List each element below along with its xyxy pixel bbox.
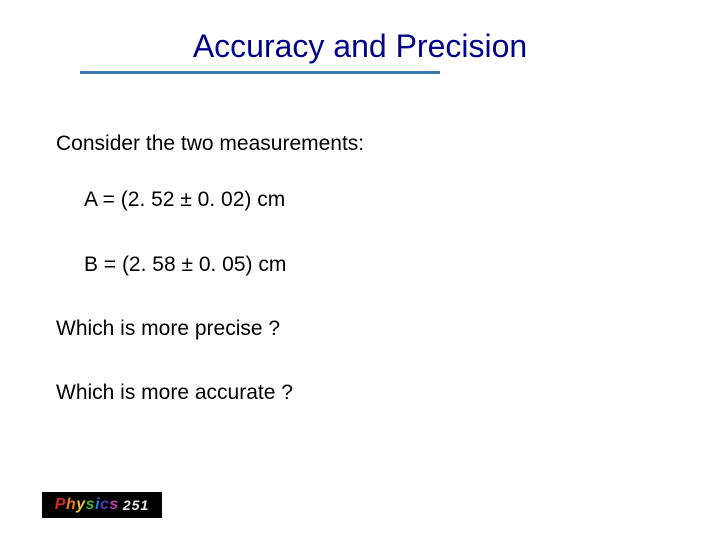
logo-letter: h	[66, 496, 76, 514]
title-underline	[80, 71, 440, 74]
slide-body: Consider the two measurements: A = (2. 5…	[56, 130, 664, 408]
logo-number: 251	[123, 497, 149, 513]
logo-word: Physics	[55, 496, 119, 514]
logo-letter: P	[55, 496, 66, 514]
logo-letter: s	[86, 496, 95, 514]
question-accurate: Which is more accurate ?	[56, 379, 664, 407]
logo-letter: c	[100, 496, 109, 514]
measurement-b: B = (2. 58 ± 0. 05) cm	[84, 251, 664, 279]
logo-letter: s	[109, 496, 118, 514]
slide: Accuracy and Precision Consider the two …	[0, 0, 720, 540]
question-precise: Which is more precise ?	[56, 315, 664, 343]
physics-251-logo: Physics 251	[42, 492, 162, 518]
slide-title: Accuracy and Precision	[56, 28, 664, 65]
intro-text: Consider the two measurements:	[56, 130, 664, 158]
measurement-a: A = (2. 52 ± 0. 02) cm	[84, 186, 664, 214]
logo-letter: y	[76, 496, 85, 514]
